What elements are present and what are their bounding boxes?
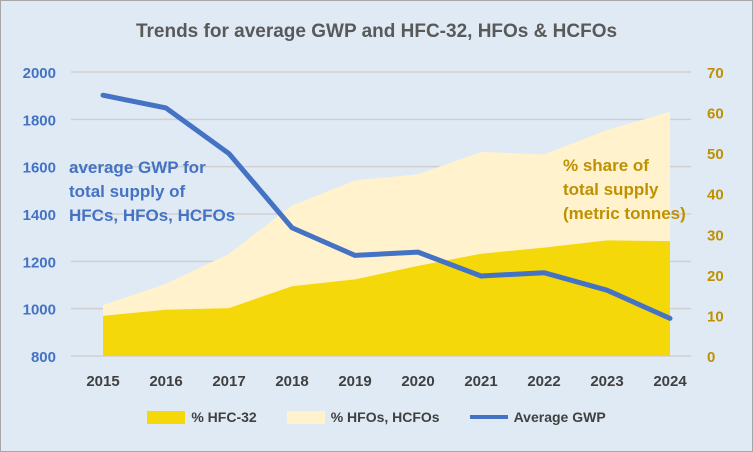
left-tick-label: 1600 xyxy=(23,160,56,177)
right-tick-label: 10 xyxy=(707,308,724,325)
x-tick-label: 2017 xyxy=(212,373,245,390)
x-tick-label: 2018 xyxy=(275,373,308,390)
right-tick-label: 40 xyxy=(707,187,724,204)
legend-swatch xyxy=(286,410,325,424)
line-average-gwp xyxy=(100,92,673,321)
legend: % HFC-32 % HFOs, HCFOs Average GWP xyxy=(1,409,752,425)
x-tick-label: 2020 xyxy=(401,373,434,390)
left-tick-label: 2000 xyxy=(23,65,56,82)
right-tick-label: 60 xyxy=(707,106,724,123)
x-tick-label: 2021 xyxy=(464,373,497,390)
right-axis-label: % share of total supply (metric tonnes) xyxy=(563,156,686,223)
legend-item-hfos: % HFOs, HCFOs xyxy=(286,409,440,425)
x-tick-label: 2024 xyxy=(653,373,687,390)
right-tick-label: 50 xyxy=(707,146,724,163)
left-tick-label: 1800 xyxy=(23,112,56,129)
x-tick-label: 2023 xyxy=(590,373,623,390)
legend-label: % HFC-32 xyxy=(191,409,257,425)
legend-item-hfc32: % HFC-32 xyxy=(147,409,257,425)
left-tick-label: 1400 xyxy=(23,207,56,224)
right-tick-label: 70 xyxy=(707,65,724,82)
left-tick-label: 1200 xyxy=(23,254,56,271)
legend-swatch xyxy=(469,415,508,419)
legend-label: % HFOs, HCFOs xyxy=(330,409,440,425)
left-axis-label: average GWP for total supply of HFCs, HF… xyxy=(69,158,236,225)
right-tick-label: 20 xyxy=(707,268,724,285)
legend-item-gwp: Average GWP xyxy=(469,409,606,425)
legend-label: Average GWP xyxy=(513,409,606,425)
x-tick-label: 2022 xyxy=(527,373,560,390)
legend-swatch xyxy=(147,410,186,424)
left-tick-label: 800 xyxy=(31,349,56,366)
right-tick-label: 0 xyxy=(707,349,715,366)
x-tick-label: 2016 xyxy=(149,373,182,390)
chart-title: Trends for average GWP and HFC-32, HFOs … xyxy=(135,21,618,42)
x-tick-label: 2015 xyxy=(86,373,119,390)
x-tick-label: 2019 xyxy=(338,373,371,390)
left-tick-label: 1000 xyxy=(23,302,56,319)
right-tick-label: 30 xyxy=(707,227,724,244)
area-hfc32 xyxy=(103,240,670,356)
